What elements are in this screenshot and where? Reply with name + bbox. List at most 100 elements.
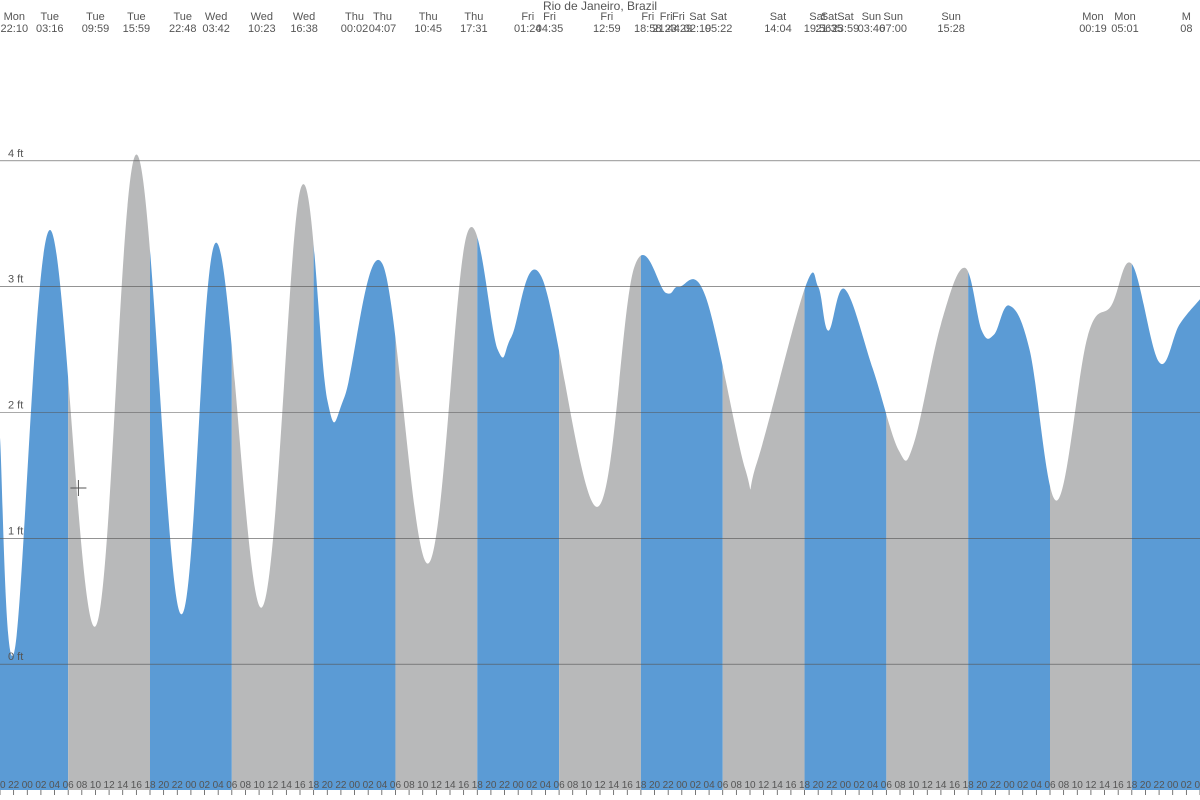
x-tick-label: 04 xyxy=(213,780,225,791)
x-tick-label: 02 xyxy=(363,780,375,791)
x-tick-label: 08 xyxy=(76,780,88,791)
x-tick-label: 12 xyxy=(431,780,443,791)
top-label-time: 10:45 xyxy=(414,23,442,35)
top-label-day: Thu xyxy=(373,11,392,23)
x-tick-label: 10 xyxy=(254,780,266,791)
top-label-time: 00:02 xyxy=(341,23,369,35)
x-tick-label: 08 xyxy=(404,780,416,791)
top-label-day: Mon xyxy=(1114,11,1135,23)
x-tick-label: 02 xyxy=(1017,780,1029,791)
top-label-time: 23:59 xyxy=(832,23,860,35)
x-tick-label: 18 xyxy=(472,780,484,791)
x-tick-label: 08 xyxy=(731,780,743,791)
x-tick-label: 22 xyxy=(499,780,511,791)
top-label-day: Tue xyxy=(86,11,105,23)
x-tick-label: 06 xyxy=(390,780,402,791)
x-tick-label: 16 xyxy=(949,780,961,791)
x-tick-label: 14 xyxy=(772,780,784,791)
x-tick-label: 08 xyxy=(894,780,906,791)
x-tick-label: 18 xyxy=(963,780,975,791)
top-label-day: Sun xyxy=(862,11,882,23)
top-label-day: Thu xyxy=(419,11,438,23)
x-tick-label: 14 xyxy=(117,780,129,791)
x-tick-label: 14 xyxy=(444,780,456,791)
x-tick-label: 02 xyxy=(690,780,702,791)
y-tick-label: 3 ft xyxy=(8,274,23,286)
x-tick-label: 08 xyxy=(1058,780,1070,791)
x-tick-label: 04 xyxy=(867,780,879,791)
top-label-time: 16:38 xyxy=(290,23,318,35)
x-tick-label: 00 xyxy=(1004,780,1016,791)
top-label-day: Fri xyxy=(641,11,654,23)
x-tick-label: 12 xyxy=(922,780,934,791)
x-tick-label: 16 xyxy=(622,780,634,791)
x-tick-label: 04 xyxy=(1031,780,1043,791)
y-tick-label: 0 ft xyxy=(8,651,23,663)
top-label-time: 22:10 xyxy=(1,23,29,35)
x-tick-label: 12 xyxy=(594,780,606,791)
x-tick-label: 02 xyxy=(854,780,866,791)
top-label-time: 12:59 xyxy=(593,23,621,35)
x-tick-label: 00 xyxy=(676,780,688,791)
x-tick-label: 04 xyxy=(1194,780,1200,791)
x-tick-label: 20 xyxy=(485,780,497,791)
top-label-time: 22:48 xyxy=(169,23,197,35)
x-tick-label: 12 xyxy=(1085,780,1097,791)
top-label-time: 09:59 xyxy=(82,23,110,35)
top-label-day: Tue xyxy=(173,11,192,23)
top-label-time: 15:59 xyxy=(123,23,151,35)
x-tick-label: 10 xyxy=(581,780,593,791)
top-label-day: Thu xyxy=(345,11,364,23)
x-tick-label: 10 xyxy=(1072,780,1084,791)
x-tick-label: 16 xyxy=(458,780,470,791)
top-label-time: 17:31 xyxy=(460,23,488,35)
x-tick-label: 18 xyxy=(1126,780,1138,791)
top-label-day: Thu xyxy=(464,11,483,23)
x-tick-label: 22 xyxy=(990,780,1002,791)
top-label-time: 00:19 xyxy=(1079,23,1107,35)
x-tick-label: 02 xyxy=(526,780,538,791)
x-tick-label: 06 xyxy=(717,780,729,791)
x-tick-label: 10 xyxy=(90,780,102,791)
x-tick-label: 20 xyxy=(322,780,334,791)
top-label-day: M xyxy=(1182,11,1191,23)
top-label-day: Fri xyxy=(660,11,673,23)
x-tick-label: 00 xyxy=(513,780,525,791)
x-tick-label: 06 xyxy=(1044,780,1056,791)
x-tick-label: 18 xyxy=(144,780,156,791)
top-label-day: Mon xyxy=(1082,11,1103,23)
top-label-day: Fri xyxy=(521,11,534,23)
x-tick-label: 06 xyxy=(63,780,75,791)
top-label-time: 08 xyxy=(1180,23,1192,35)
x-tick-label: 16 xyxy=(1113,780,1125,791)
x-tick-label: 08 xyxy=(567,780,579,791)
x-tick-label: 00 xyxy=(349,780,361,791)
top-label-time: 04:07 xyxy=(369,23,397,35)
x-tick-label: 10 xyxy=(417,780,429,791)
x-tick-label: 02 xyxy=(1181,780,1193,791)
x-tick-label: 00 xyxy=(840,780,852,791)
top-label-time: 14:04 xyxy=(764,23,792,35)
top-label-day: Sat xyxy=(821,11,838,23)
x-tick-label: 12 xyxy=(758,780,770,791)
top-label-day: Wed xyxy=(251,11,273,23)
y-tick-label: 4 ft xyxy=(8,148,23,160)
top-label-day: Sat xyxy=(689,11,706,23)
x-tick-label: 06 xyxy=(881,780,893,791)
top-label-day: Sat xyxy=(770,11,787,23)
top-label-day: Mon xyxy=(4,11,25,23)
x-tick-label: 22 xyxy=(172,780,184,791)
top-label-time: 03:16 xyxy=(36,23,64,35)
x-tick-label: 20 xyxy=(813,780,825,791)
x-tick-label: 22 xyxy=(663,780,675,791)
x-tick-label: 22 xyxy=(8,780,20,791)
top-label-time: 07:00 xyxy=(879,23,907,35)
x-tick-label: 10 xyxy=(908,780,920,791)
top-label-day: Sat xyxy=(710,11,727,23)
top-label-day: Wed xyxy=(293,11,315,23)
top-label-day: Tue xyxy=(40,11,59,23)
top-label-time: 05:22 xyxy=(705,23,733,35)
x-tick-label: 04 xyxy=(49,780,61,791)
tide-chart: 0 ft1 ft2 ft3 ft4 ft20220002040608101214… xyxy=(0,0,1200,800)
x-tick-label: 06 xyxy=(226,780,238,791)
